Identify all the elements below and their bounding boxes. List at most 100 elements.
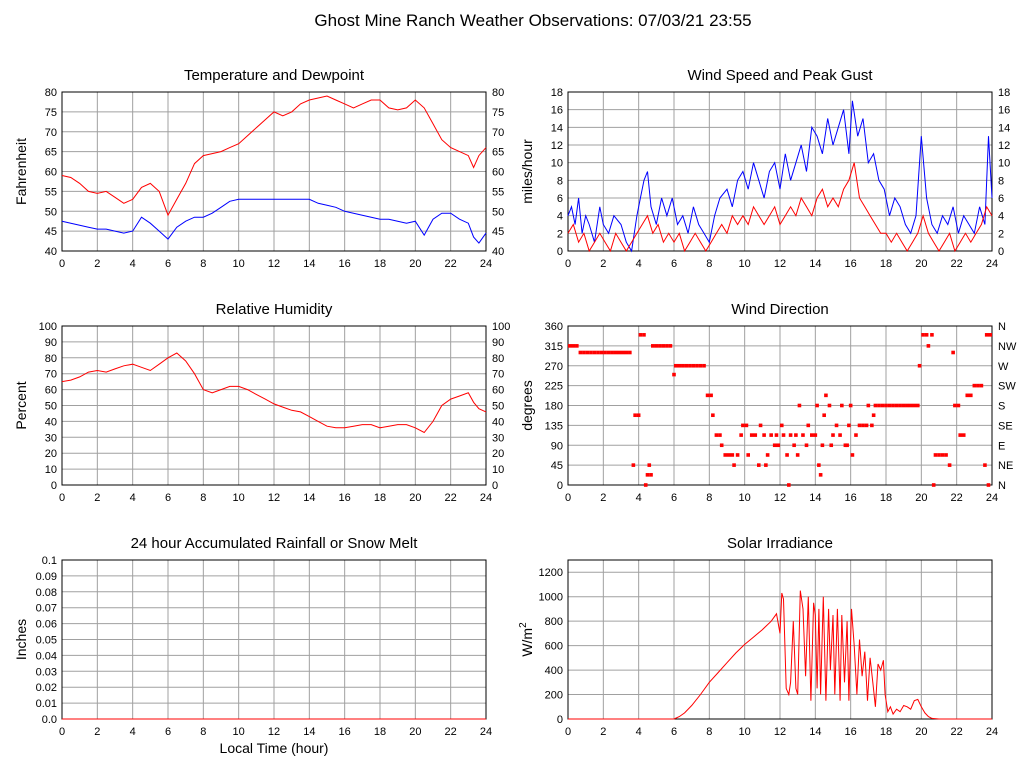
chart-title: Relative Humidity	[216, 301, 333, 318]
data-point	[891, 403, 895, 408]
data-point	[961, 433, 966, 437]
right-tick-label: 0	[998, 246, 1004, 258]
x-tick-label: 4	[636, 492, 642, 504]
data-point	[774, 433, 779, 437]
y-tick-label: 8	[557, 175, 563, 187]
right-tick-label: 14	[998, 122, 1010, 134]
y-tick-label: 65	[45, 147, 57, 159]
data-point	[880, 403, 885, 408]
x-tick-label: 14	[809, 258, 821, 270]
data-point	[924, 333, 929, 337]
y-tick-label: 10	[45, 464, 57, 476]
data-point	[613, 350, 618, 355]
data-point	[723, 453, 728, 457]
x-tick-label: 24	[986, 258, 998, 270]
right-tick-label: 40	[492, 416, 504, 428]
y-tick-label: 30	[45, 432, 57, 444]
data-point	[772, 443, 777, 448]
right-tick-label: 70	[492, 127, 504, 139]
x-tick-label: 0	[565, 726, 571, 738]
data-point	[810, 433, 814, 437]
data-point	[787, 483, 791, 487]
right-tick-label: 20	[492, 448, 504, 460]
data-point	[684, 363, 689, 368]
right-tick-label: 60	[492, 167, 504, 179]
data-point	[976, 383, 980, 388]
data-point	[815, 403, 819, 408]
x-tick-label: 12	[268, 492, 280, 504]
data-point	[847, 423, 851, 428]
y-tick-label: 0.04	[36, 650, 57, 662]
y-tick-label: 315	[545, 341, 563, 353]
data-point	[698, 363, 703, 368]
y-tick-label: 0.09	[36, 571, 57, 583]
y-tick-label: 40	[45, 416, 57, 428]
right-tick-label: 40	[492, 246, 504, 258]
x-tick-label: 8	[200, 726, 206, 738]
data-point	[688, 363, 692, 368]
data-point	[795, 453, 800, 457]
y-axis-label-superscript: 2	[518, 622, 529, 628]
right-tick-label: 60	[492, 385, 504, 397]
data-point	[840, 403, 844, 408]
x-tick-label: 22	[445, 492, 457, 504]
data-point	[617, 350, 622, 355]
right-tick-label: 50	[492, 401, 504, 413]
x-tick-label: 22	[951, 492, 963, 504]
right-tick-label: 80	[492, 87, 504, 99]
plot-frame	[567, 559, 993, 720]
x-tick-label: 0	[565, 258, 571, 270]
data-point	[866, 403, 871, 408]
data-point	[804, 443, 809, 448]
plot-frame	[61, 91, 487, 252]
x-tick-label: 12	[268, 258, 280, 270]
right-tick-label: 2	[998, 228, 1004, 240]
y-tick-label: 6	[557, 193, 563, 205]
x-tick-label: 12	[774, 258, 786, 270]
y-tick-label: 14	[551, 122, 563, 134]
x-tick-label: 18	[374, 258, 386, 270]
chart-title: Wind Speed and Peak Gust	[687, 67, 873, 84]
data-point	[645, 473, 650, 477]
data-point	[647, 463, 652, 467]
y-tick-label: 1000	[539, 592, 563, 604]
right-tick-label: 16	[998, 105, 1010, 117]
data-point	[779, 423, 784, 428]
x-tick-label: 2	[94, 258, 100, 270]
chart-title: Solar Irradiance	[727, 535, 833, 552]
chart-solar: 0 2 4 6 8 10 12 14 16 18 20 22 240200400600800100012…	[518, 535, 998, 738]
right-tick-label: 100	[492, 321, 510, 333]
y-tick-label: 0.1	[42, 555, 57, 567]
right-tick-label: E	[998, 440, 1005, 452]
data-point	[567, 344, 572, 348]
y-tick-label: 0	[557, 480, 563, 492]
data-point	[831, 433, 835, 437]
x-tick-label: 18	[880, 726, 892, 738]
y-tick-label: 0.07	[36, 603, 57, 615]
right-tick-label: 45	[492, 226, 504, 238]
x-tick-label: 12	[774, 726, 786, 738]
data-point	[649, 473, 653, 477]
x-axis-label: Local Time (hour)	[220, 740, 329, 756]
data-point	[582, 350, 586, 355]
data-point	[636, 413, 641, 418]
y-tick-label: 225	[545, 381, 563, 393]
data-point	[986, 483, 991, 487]
x-tick-label: 8	[200, 258, 206, 270]
y-tick-label: 20	[45, 448, 57, 460]
right-tick-label: 0	[492, 480, 498, 492]
chart-rh: 0 2 4 6 8 10 12 14 16 18 20 22 240102030405060708090…	[13, 301, 510, 504]
y-tick-label: 0.03	[36, 666, 57, 678]
y-tick-label: 18	[551, 87, 563, 99]
right-tick-label: N	[998, 480, 1006, 492]
data-point	[854, 433, 858, 437]
data-point	[610, 350, 614, 355]
right-tick-label: SE	[998, 420, 1013, 432]
data-point	[877, 403, 881, 408]
right-tick-label: 10	[492, 464, 504, 476]
data-point	[956, 403, 961, 408]
right-tick-label: 90	[492, 337, 504, 349]
x-tick-label: 22	[445, 258, 457, 270]
x-tick-label: 20	[915, 726, 927, 738]
